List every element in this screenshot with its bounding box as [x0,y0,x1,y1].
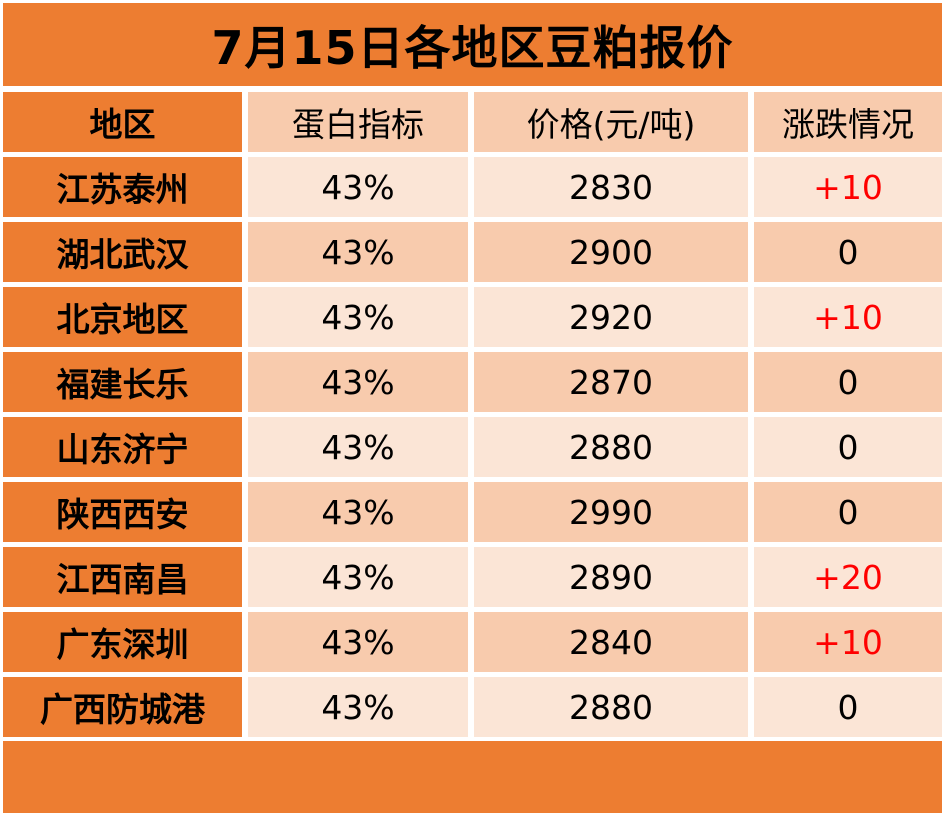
row-6-change: 0 [754,482,942,542]
row-3-protein: 43% [248,287,468,347]
row-6-price: 2990 [474,482,748,542]
row-9-protein: 43% [248,677,468,737]
row-2-change: 0 [754,222,942,282]
row-6-region: 陕西西安 [3,482,242,542]
row-1-price: 2830 [474,157,748,217]
row-7-protein: 43% [248,547,468,607]
row-1-protein: 43% [248,157,468,217]
header-price: 价格(元/吨) [474,92,748,152]
row-2-region: 湖北武汉 [3,222,242,282]
row-9-region: 广西防城港 [3,677,242,737]
row-7-change: +20 [754,547,942,607]
row-5-protein: 43% [248,417,468,477]
row-1-region: 江苏泰州 [3,157,242,217]
row-8-change: +10 [754,612,942,672]
row-1-change: +10 [754,157,942,217]
row-9-change: 0 [754,677,942,737]
header-region: 地区 [3,92,242,152]
header-protein: 蛋白指标 [248,92,468,152]
row-8-region: 广东深圳 [3,612,242,672]
row-5-change: 0 [754,417,942,477]
row-4-change: 0 [754,352,942,412]
row-7-price: 2890 [474,547,748,607]
table-footer-band [3,741,942,813]
row-2-price: 2900 [474,222,748,282]
row-4-protein: 43% [248,352,468,412]
row-7-region: 江西南昌 [3,547,242,607]
row-6-protein: 43% [248,482,468,542]
row-9-price: 2880 [474,677,748,737]
row-5-region: 山东济宁 [3,417,242,477]
row-3-change: +10 [754,287,942,347]
row-4-price: 2870 [474,352,748,412]
row-8-price: 2840 [474,612,748,672]
row-2-protein: 43% [248,222,468,282]
price-table: 地区 蛋白指标 价格(元/吨) 涨跌情况 江苏泰州 43% 2830 +10 湖… [3,92,942,737]
row-5-price: 2880 [474,417,748,477]
header-change: 涨跌情况 [754,92,942,152]
row-3-region: 北京地区 [3,287,242,347]
table-title: 7月15日各地区豆粕报价 [3,3,942,86]
row-4-region: 福建长乐 [3,352,242,412]
row-3-price: 2920 [474,287,748,347]
row-8-protein: 43% [248,612,468,672]
